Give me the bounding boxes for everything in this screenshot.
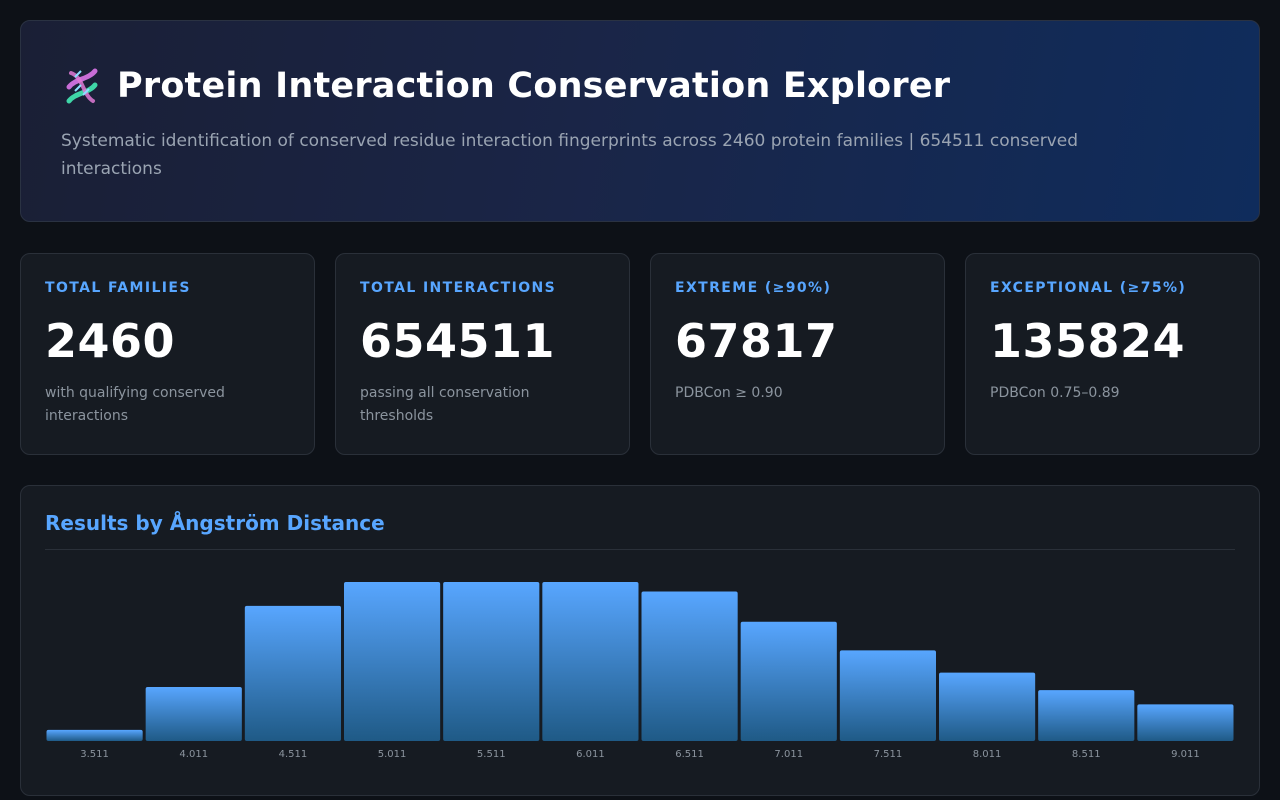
page-title-text: Protein Interaction Conservation Explore… <box>117 66 951 106</box>
x-tick-label: 5.011 <box>378 749 407 760</box>
header-banner: Protein Interaction Conservation Explore… <box>20 20 1260 222</box>
bar-8.011 <box>939 672 1036 741</box>
bar-3.511 <box>46 729 143 741</box>
x-tick-label: 8.011 <box>973 749 1002 760</box>
stat-value: 67817 <box>675 314 838 368</box>
chart-title: Results by Ångström Distance <box>45 511 1235 550</box>
x-tick-label: 3.511 <box>80 749 109 760</box>
x-tick-label: 8.511 <box>1072 749 1101 760</box>
stat-label: EXCEPTIONAL (≥75%) <box>990 280 1187 296</box>
bar-4.011 <box>145 686 242 741</box>
stat-card-total-interactions: TOTAL INTERACTIONS 654511 passing all co… <box>335 253 630 455</box>
stat-label: TOTAL FAMILIES <box>45 280 191 296</box>
stat-value: 654511 <box>360 314 556 368</box>
stat-label: EXTREME (≥90%) <box>675 280 832 296</box>
x-tick-label: 4.511 <box>279 749 308 760</box>
distance-bar-chart: 3.511 4.011 4.511 5.011 5.511 6.011 6.511 7.011… <box>46 582 1234 760</box>
x-tick-label: 7.011 <box>774 749 803 760</box>
bar-5.011 <box>344 582 441 741</box>
distance-chart-panel: Results by Ångström Distance 3.511 4.011 4… <box>20 485 1260 796</box>
stat-note: passing all conservation thresholds <box>360 385 530 424</box>
stat-value: 2460 <box>45 314 176 368</box>
x-tick-label: 4.011 <box>179 749 208 760</box>
stat-label: TOTAL INTERACTIONS <box>360 280 557 296</box>
stat-note: with qualifying conserved interactions <box>45 385 225 424</box>
x-tick-label: 7.511 <box>874 749 903 760</box>
x-tick-label: 9.011 <box>1171 749 1200 760</box>
stat-card-total-families: TOTAL FAMILIES 2460 with qualifying cons… <box>20 253 315 455</box>
bar-6.511 <box>641 591 738 741</box>
page-subtitle: Systematic identification of conserved r… <box>61 131 1079 179</box>
x-tick-label: 6.511 <box>675 749 704 760</box>
stat-card-exceptional: EXCEPTIONAL (≥75%) 135824 PDBCon 0.75–0.… <box>965 253 1260 455</box>
bar-5.511 <box>443 582 540 741</box>
bar-7.511 <box>839 650 936 741</box>
bar-8.511 <box>1038 690 1135 741</box>
bar-4.511 <box>244 605 341 741</box>
stat-note: PDBCon ≥ 0.90 <box>675 385 783 401</box>
x-tick-label: 5.511 <box>477 749 506 760</box>
stat-note: PDBCon 0.75–0.89 <box>990 385 1120 401</box>
bar-9.011 <box>1137 704 1234 741</box>
dna-icon <box>66 68 98 104</box>
stat-card-extreme: EXTREME (≥90%) 67817 PDBCon ≥ 0.90 <box>650 253 945 455</box>
bar-7.011 <box>740 621 837 741</box>
page-title: Protein Interaction Conservation Explore… <box>61 65 1219 107</box>
bar-6.011 <box>542 582 639 741</box>
stat-value: 135824 <box>990 314 1186 368</box>
x-tick-label: 6.011 <box>576 749 605 760</box>
